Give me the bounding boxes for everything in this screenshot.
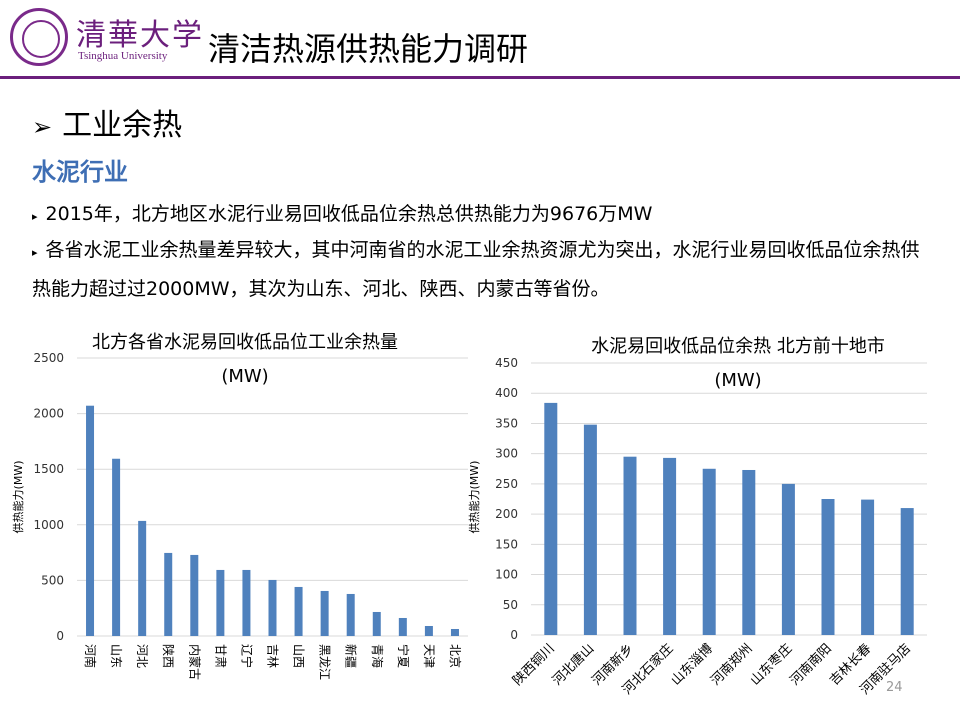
x-tick-label: 山东枣庄	[747, 641, 795, 689]
x-tick-label: 青海	[370, 644, 385, 668]
y-tick-label: 1000	[33, 518, 64, 532]
x-tick-label: 宁夏	[396, 644, 411, 668]
bar-河北石家庄	[663, 457, 677, 635]
bar-辽宁	[242, 569, 251, 636]
bar-新疆	[346, 593, 355, 636]
y-axis-label: 供热能力(MW)	[467, 461, 481, 534]
bar-山西	[294, 586, 303, 636]
x-tick-label: 河南郑州	[708, 641, 756, 689]
bar-黑龙江	[320, 590, 329, 636]
x-tick-label: 山东淄博	[669, 641, 716, 688]
university-name-cn: 清華大学	[76, 18, 204, 53]
x-tick-label: 河南	[83, 644, 98, 668]
bullet-text: 2015年，北方地区水泥行业易回收低品位余热总供热能力为9676万MW	[45, 203, 653, 225]
y-tick-label: 0	[510, 628, 518, 642]
x-tick-label: 天津	[422, 644, 436, 668]
x-tick-label: 黑龙江	[318, 644, 332, 680]
x-tick-label: 吉林	[266, 644, 280, 668]
bullet-1: ▸ 2015年，北方地区水泥行业易回收低品位余热总供热能力为9676万MW	[32, 196, 932, 235]
bar-甘肃	[216, 569, 225, 636]
bar-河南新乡	[623, 456, 637, 635]
section-heading: ➢ 工业余热	[32, 100, 182, 144]
y-tick-label: 150	[495, 537, 518, 551]
bar-山东淄博	[702, 468, 716, 635]
slide-title: 清洁热源供热能力调研	[208, 30, 529, 68]
bar-青海	[372, 611, 381, 636]
bar-山东	[112, 458, 121, 636]
bullet-icon: ▸	[32, 210, 38, 223]
bar-河北	[138, 520, 147, 636]
chart-subtitle: (MW)	[714, 370, 761, 391]
bar-河南驻马店	[900, 508, 914, 635]
y-tick-label: 300	[495, 447, 518, 461]
y-tick-label: 400	[495, 386, 518, 400]
tsinghua-logo	[10, 8, 68, 66]
bar-山东枣庄	[781, 483, 795, 635]
university-name-en: Tsinghua University	[78, 50, 168, 62]
x-tick-label: 陕西	[161, 644, 176, 668]
bar-天津	[424, 625, 433, 636]
chart-title: 北方各省水泥易回收低品位工业余热量	[92, 332, 398, 353]
y-tick-label: 50	[503, 598, 518, 612]
section-title: 工业余热	[62, 108, 183, 143]
bar-吉林长春	[861, 499, 875, 635]
y-tick-label: 350	[495, 416, 518, 430]
bar-河南郑州	[742, 469, 756, 635]
x-tick-label: 山西	[292, 644, 306, 668]
bullet-text: 各省水泥工业余热量差异较大，其中河南省的水泥工业余热资源尤为突出，水泥行业易回收…	[32, 239, 920, 300]
y-tick-label: 450	[495, 356, 518, 370]
x-tick-label: 新疆	[344, 644, 359, 668]
chart-subtitle: (MW)	[221, 366, 268, 387]
y-tick-label: 250	[495, 477, 518, 491]
x-tick-label: 河北	[135, 644, 149, 668]
x-tick-label: 甘肃	[213, 644, 227, 668]
bar-河南南阳	[821, 499, 835, 635]
y-tick-label: 200	[495, 507, 518, 521]
x-tick-label: 内蒙古	[187, 644, 202, 680]
x-tick-label: 辽宁	[239, 644, 254, 668]
bullet-2: ▸ 各省水泥工业余热量差异较大，其中河南省的水泥工业余热资源尤为突出，水泥行业易回…	[32, 232, 932, 308]
y-axis-label: 供热能力(MW)	[11, 461, 25, 534]
y-tick-label: 2500	[33, 351, 64, 365]
y-tick-label: 1500	[33, 462, 64, 476]
bar-河北唐山	[583, 424, 597, 635]
bar-宁夏	[398, 617, 407, 636]
x-tick-label: 河南南阳	[787, 641, 835, 689]
x-tick-label: 山东	[109, 644, 123, 668]
y-tick-label: 500	[41, 573, 64, 587]
bar-陕西铜川	[544, 402, 558, 635]
chart-title: 水泥易回收低品位余热 北方前十地市	[591, 336, 885, 357]
x-tick-label: 北京	[448, 644, 462, 668]
bar-吉林	[268, 579, 277, 636]
bar-陕西	[164, 552, 173, 636]
y-tick-label: 2000	[33, 407, 64, 421]
bar-河南	[86, 405, 95, 636]
x-tick-label: 河北唐山	[549, 641, 597, 689]
page-number: 24	[886, 680, 903, 695]
header-divider	[0, 76, 960, 79]
bullet-icon: ▸	[32, 246, 38, 259]
section-subtitle: 水泥行业	[32, 158, 128, 186]
x-tick-label: 陕西铜川	[510, 641, 557, 688]
bar-内蒙古	[190, 554, 199, 636]
y-tick-label: 0	[56, 629, 64, 643]
y-tick-label: 100	[495, 568, 518, 582]
bar-北京	[450, 628, 459, 636]
arrow-bullet-icon: ➢	[32, 113, 53, 141]
